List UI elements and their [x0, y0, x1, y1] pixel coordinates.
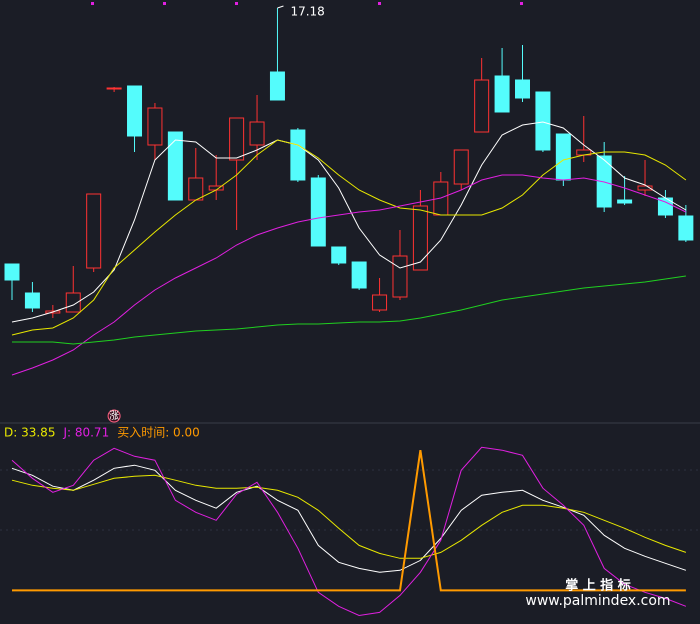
candle-body [290, 129, 306, 181]
moving-average-line [11, 174, 687, 376]
candle-body [351, 261, 367, 289]
indicator-line [11, 446, 687, 617]
candle-body [392, 255, 408, 298]
candle-body [494, 75, 510, 113]
candle-body [147, 107, 163, 146]
legend-label: 买入时间: 0.00 [117, 426, 200, 440]
indicator-line [12, 450, 686, 592]
candle-body [86, 193, 102, 269]
candle-body [269, 71, 285, 101]
candle-body [65, 292, 81, 313]
signal-badge [107, 409, 121, 423]
marker [235, 2, 238, 5]
candle-body [249, 121, 265, 146]
legend-label: D: 33.85 [4, 426, 55, 440]
indicator-line [11, 474, 687, 559]
legend-label: J: 80.71 [62, 426, 109, 440]
candle-body [310, 177, 326, 247]
candle-body [127, 85, 143, 137]
candle-body [372, 294, 388, 311]
max-pointer [277, 5, 284, 9]
candle-body [106, 87, 122, 90]
candle-body [515, 79, 530, 99]
candle-body [331, 246, 347, 264]
candle-body [188, 177, 204, 201]
watermark-title: 掌 上 指 标 [565, 578, 631, 594]
signal-label: 涨 [109, 410, 119, 422]
candle-body [555, 133, 571, 181]
candle-body [229, 117, 245, 161]
candle-body [24, 292, 40, 309]
marker [91, 2, 94, 5]
watermark-url: www.palmindex.com [525, 593, 670, 609]
moving-average-line [11, 139, 687, 336]
marker [520, 2, 523, 5]
indicator-line [11, 464, 687, 573]
candle-body [678, 215, 694, 241]
max-label: 17.18 [290, 5, 324, 19]
candle-body [474, 79, 490, 133]
top-markers [91, 2, 523, 5]
moving-average-line [12, 275, 686, 345]
marker [378, 2, 381, 5]
candle-body [637, 185, 653, 191]
candle-body [167, 131, 183, 201]
marker [163, 2, 166, 5]
candle-body [453, 149, 469, 185]
candle-body [4, 263, 20, 281]
candle-body [412, 205, 428, 271]
candle-body [617, 199, 633, 204]
candle-body [535, 91, 551, 151]
moving-average-line [11, 121, 687, 323]
